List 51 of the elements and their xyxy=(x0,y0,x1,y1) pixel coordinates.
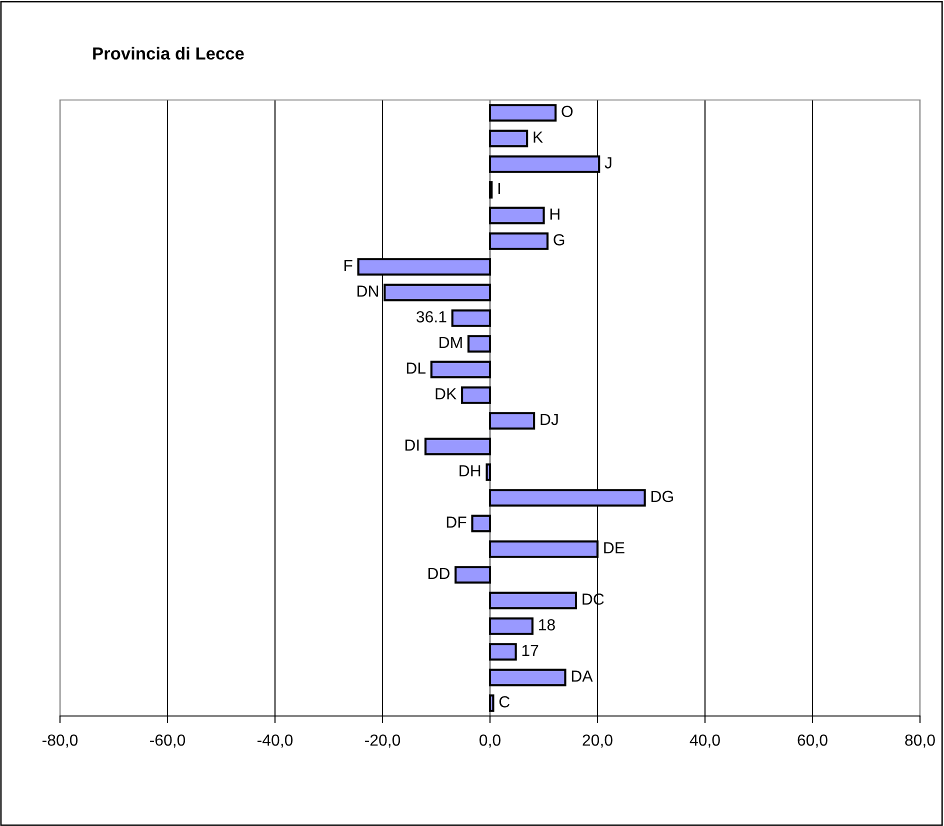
bar xyxy=(451,309,492,327)
y-tick-label: DF xyxy=(446,516,466,528)
bar xyxy=(486,463,492,481)
bar xyxy=(454,566,492,584)
y-tick-label: H xyxy=(550,208,560,220)
bar xyxy=(488,412,536,430)
y-tick-label: F xyxy=(344,260,352,271)
y-tick-label: G xyxy=(554,234,564,246)
y-tick-label: DM xyxy=(440,336,462,348)
y-tick-label: DI xyxy=(405,440,419,451)
bar xyxy=(488,232,549,250)
y-tick-label: C xyxy=(499,696,510,708)
y-tick-label: DG xyxy=(651,490,673,502)
y-tick-label: DN xyxy=(358,286,378,297)
bar xyxy=(488,206,545,224)
x-tick-label: 0,0 xyxy=(480,734,500,748)
y-tick-label: DH xyxy=(460,465,480,476)
y-tick-label: 18 xyxy=(539,619,555,630)
bar xyxy=(488,104,557,122)
y-tick-label: DK xyxy=(436,388,456,400)
bar xyxy=(424,438,492,456)
x-tick-label: -60,0 xyxy=(150,734,186,748)
y-tick-label: 17 xyxy=(522,644,538,656)
bar xyxy=(488,617,534,635)
x-tick-label: 20,0 xyxy=(582,734,612,748)
y-tick-label: K xyxy=(534,132,543,143)
y-tick-label: I xyxy=(498,182,500,194)
x-tick-label: 60,0 xyxy=(798,734,828,748)
y-tick-label: O xyxy=(562,106,573,118)
bar xyxy=(430,360,492,378)
bar xyxy=(488,592,578,610)
bar xyxy=(471,514,492,532)
x-tick-label: 80,0 xyxy=(905,734,935,748)
chart-title: Provincia di Lecce xyxy=(93,46,244,60)
y-tick-label: DL xyxy=(406,362,426,374)
x-tick-label: -80,0 xyxy=(42,734,78,748)
y-tick-label: DA xyxy=(572,670,593,682)
y-tick-label: DE xyxy=(604,542,624,554)
bar xyxy=(488,130,528,148)
x-tick-label: -20,0 xyxy=(365,734,400,748)
bar xyxy=(488,643,517,661)
y-tick-label: DJ xyxy=(540,414,558,426)
bar xyxy=(467,335,492,353)
bar xyxy=(488,694,494,712)
bar xyxy=(461,386,492,404)
x-tick-label: 40,0 xyxy=(690,734,720,748)
bar xyxy=(488,668,566,686)
x-tick-label: -40,0 xyxy=(258,734,293,748)
y-tick-label: DD xyxy=(428,568,450,579)
y-tick-label: J xyxy=(604,157,612,168)
y-tick-label: 36.1 xyxy=(416,311,446,322)
